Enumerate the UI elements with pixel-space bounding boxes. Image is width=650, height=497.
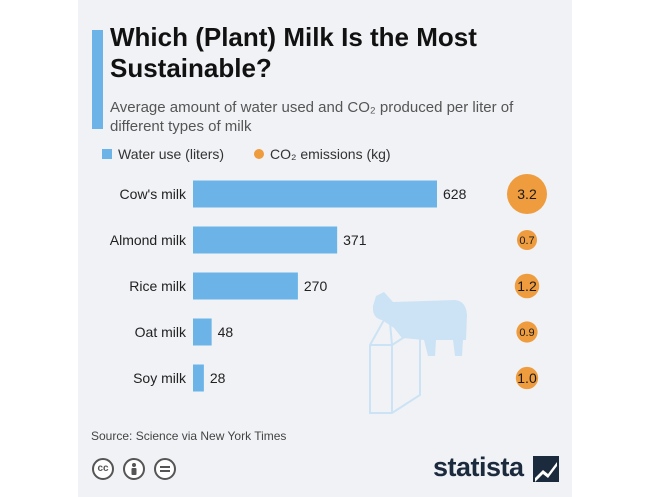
statista-logo[interactable]: statista [433, 452, 563, 486]
co2-bubble [516, 321, 538, 343]
legend-item-water: Water use (liters) [102, 146, 224, 162]
water-value-label: 48 [218, 324, 234, 340]
legend-label-water: Water use (liters) [118, 146, 225, 162]
co2-value-label: 0.9 [519, 327, 534, 339]
cow-icon [372, 292, 467, 356]
legend-item-co2: CO₂ emissions (kg) [254, 146, 391, 162]
water-bar [193, 364, 204, 392]
co2-bubble [515, 366, 539, 390]
co2-bubble [514, 273, 540, 299]
water-value-label: 628 [443, 186, 467, 202]
category-label: Oat milk [135, 324, 187, 340]
co2-value-label: 1.0 [517, 370, 537, 386]
chart-title: Which (Plant) Milk Is the Most Sustainab… [110, 22, 477, 83]
milk-carton-icon [369, 307, 421, 414]
category-label: Rice milk [129, 278, 187, 294]
water-value-label: 28 [210, 370, 226, 386]
legend-label-co2: CO₂ emissions (kg) [270, 146, 391, 162]
co2-bubble [507, 174, 547, 214]
infographic-card: Which (Plant) Milk Is the Most Sustainab… [78, 0, 572, 497]
water-value-label: 270 [304, 278, 328, 294]
title-accent-bar [92, 30, 103, 129]
source-note: Source: Science via New York Times [91, 429, 287, 443]
co2-swatch-icon [254, 149, 264, 159]
chart-subtitle: Average amount of water used and CO₂ pro… [110, 99, 514, 135]
water-bar [193, 180, 437, 208]
co2-value-label: 0.7 [519, 235, 534, 247]
cow-carton-illustration [369, 292, 467, 414]
water-value-label: 371 [343, 232, 367, 248]
water-swatch-icon [102, 149, 112, 159]
brand-name: statista [433, 452, 524, 482]
category-label: Soy milk [133, 370, 187, 386]
co2-value-label: 1.2 [517, 278, 537, 294]
by-person-icon[interactable] [123, 458, 145, 480]
water-bar [193, 226, 338, 254]
water-bar [193, 272, 298, 300]
co2-value-label: 3.2 [517, 186, 537, 202]
category-label: Cow's milk [120, 186, 187, 202]
category-label: Almond milk [110, 232, 187, 248]
statista-mark-icon [533, 456, 559, 482]
water-bar [193, 318, 212, 346]
no-derivatives-icon[interactable] [154, 458, 176, 480]
co2-bubble [517, 230, 537, 250]
cc-icon[interactable]: cc [92, 458, 114, 480]
